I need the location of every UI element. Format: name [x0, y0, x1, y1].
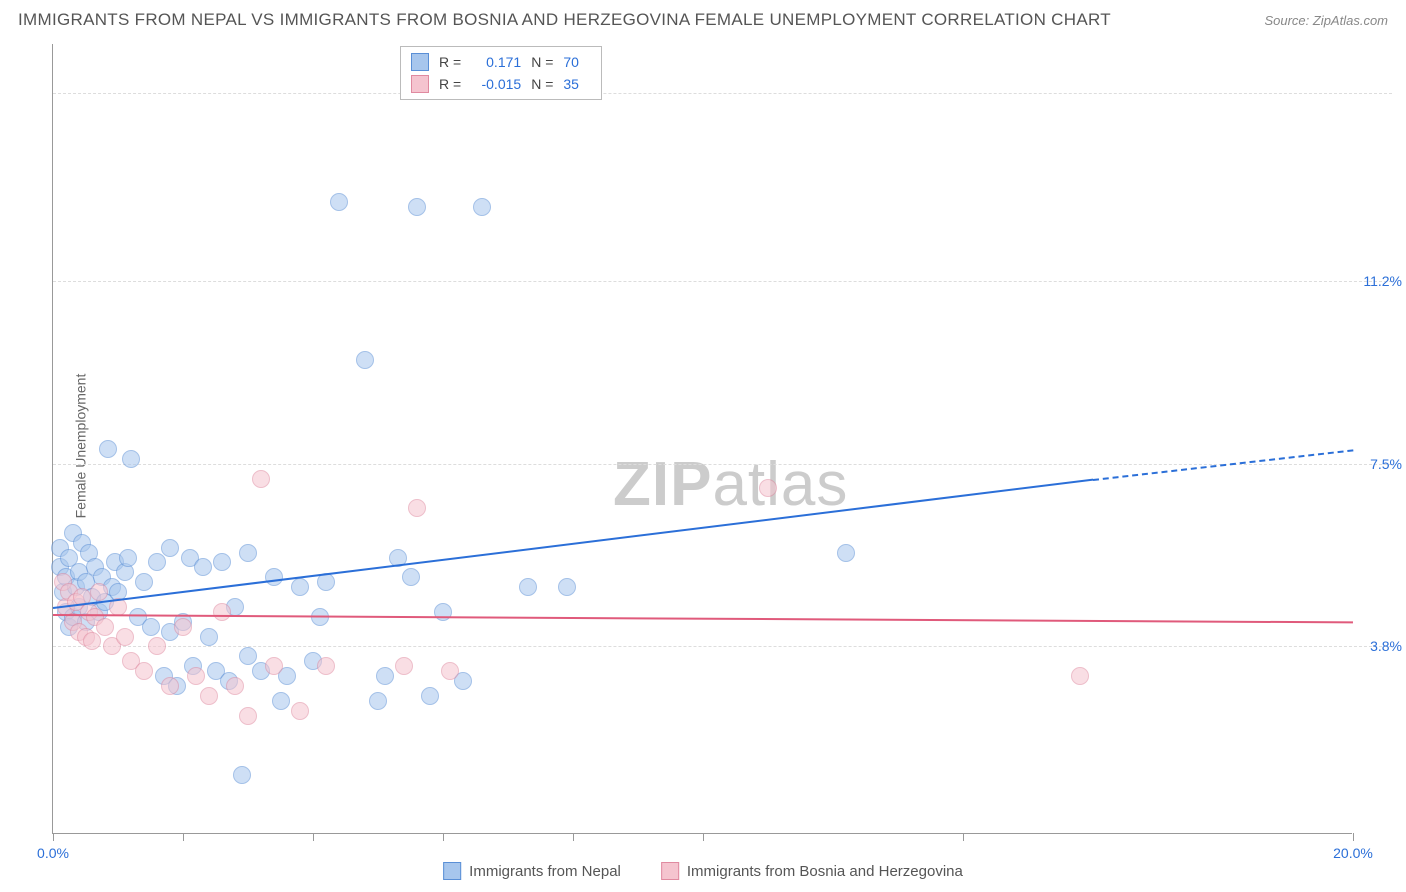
x-tick	[963, 833, 964, 841]
watermark-atlas: atlas	[712, 450, 848, 519]
scatter-point	[252, 470, 270, 488]
scatter-point	[194, 558, 212, 576]
r-value-bosnia: -0.015	[471, 76, 521, 92]
scatter-point	[116, 628, 134, 646]
legend-label-nepal: Immigrants from Nepal	[469, 863, 621, 880]
swatch-bosnia	[411, 75, 429, 93]
r-label: R =	[439, 54, 461, 70]
n-label: N =	[531, 54, 553, 70]
scatter-point	[395, 657, 413, 675]
scatter-point	[142, 618, 160, 636]
corr-row-nepal: R = 0.171 N = 70	[411, 51, 591, 73]
x-tick	[443, 833, 444, 841]
x-tick-label: 20.0%	[1333, 845, 1373, 861]
scatter-point	[402, 568, 420, 586]
r-label: R =	[439, 76, 461, 92]
scatter-point	[135, 662, 153, 680]
scatter-point	[187, 667, 205, 685]
scatter-point	[119, 549, 137, 567]
scatter-point	[291, 702, 309, 720]
y-tick-label: 7.5%	[1370, 456, 1402, 472]
scatter-point	[330, 193, 348, 211]
legend-item-nepal: Immigrants from Nepal	[443, 862, 621, 880]
scatter-point	[558, 578, 576, 596]
x-tick	[183, 833, 184, 841]
scatter-point	[148, 553, 166, 571]
scatter-point	[408, 198, 426, 216]
gridline	[53, 646, 1392, 647]
scatter-point	[376, 667, 394, 685]
corr-row-bosnia: R = -0.015 N = 35	[411, 73, 591, 95]
gridline	[53, 281, 1392, 282]
x-tick-label: 0.0%	[37, 845, 69, 861]
x-tick	[573, 833, 574, 841]
x-tick	[703, 833, 704, 841]
scatter-point	[226, 677, 244, 695]
watermark: ZIPatlas	[613, 449, 848, 520]
x-tick	[1353, 833, 1354, 841]
scatter-point	[135, 573, 153, 591]
scatter-point	[174, 618, 192, 636]
swatch-bosnia-icon	[661, 862, 679, 880]
scatter-point	[233, 766, 251, 784]
scatter-point	[421, 687, 439, 705]
n-value-nepal: 70	[563, 54, 591, 70]
scatter-point	[239, 707, 257, 725]
scatter-point	[239, 544, 257, 562]
scatter-point	[90, 583, 108, 601]
n-value-bosnia: 35	[563, 76, 591, 92]
gridline	[53, 93, 1392, 94]
scatter-point	[96, 618, 114, 636]
scatter-point	[759, 479, 777, 497]
trend-line-dashed	[1093, 449, 1353, 481]
scatter-point	[291, 578, 309, 596]
scatter-point	[837, 544, 855, 562]
swatch-nepal	[411, 53, 429, 71]
scatter-point	[356, 351, 374, 369]
scatter-point	[148, 637, 166, 655]
scatter-point	[99, 440, 117, 458]
correlation-legend: R = 0.171 N = 70 R = -0.015 N = 35	[400, 46, 602, 100]
scatter-point	[161, 539, 179, 557]
y-tick-label: 11.2%	[1363, 273, 1402, 289]
scatter-point	[213, 603, 231, 621]
scatter-point	[122, 450, 140, 468]
scatter-point	[317, 657, 335, 675]
r-value-nepal: 0.171	[471, 54, 521, 70]
gridline	[53, 464, 1392, 465]
scatter-point	[200, 687, 218, 705]
x-tick	[313, 833, 314, 841]
scatter-point	[369, 692, 387, 710]
scatter-point	[200, 628, 218, 646]
scatter-point	[213, 553, 231, 571]
scatter-point	[272, 692, 290, 710]
scatter-point	[441, 662, 459, 680]
n-label: N =	[531, 76, 553, 92]
scatter-point	[239, 647, 257, 665]
trend-line	[53, 614, 1353, 623]
scatter-point	[161, 677, 179, 695]
bottom-legend: Immigrants from Nepal Immigrants from Bo…	[443, 862, 963, 880]
scatter-point	[1071, 667, 1089, 685]
chart-title: IMMIGRANTS FROM NEPAL VS IMMIGRANTS FROM…	[18, 10, 1111, 30]
chart-header: IMMIGRANTS FROM NEPAL VS IMMIGRANTS FROM…	[18, 10, 1388, 30]
scatter-point	[473, 198, 491, 216]
x-tick	[53, 833, 54, 841]
scatter-point	[265, 657, 283, 675]
source-label: Source: ZipAtlas.com	[1264, 13, 1388, 28]
legend-item-bosnia: Immigrants from Bosnia and Herzegovina	[661, 862, 963, 880]
scatter-point	[265, 568, 283, 586]
scatter-point	[519, 578, 537, 596]
plot-area: ZIPatlas 3.8%7.5%11.2%0.0%20.0%	[52, 44, 1352, 834]
watermark-zip: ZIP	[613, 450, 712, 519]
legend-label-bosnia: Immigrants from Bosnia and Herzegovina	[687, 863, 963, 880]
scatter-point	[83, 632, 101, 650]
scatter-point	[408, 499, 426, 517]
swatch-nepal-icon	[443, 862, 461, 880]
y-tick-label: 3.8%	[1370, 638, 1402, 654]
